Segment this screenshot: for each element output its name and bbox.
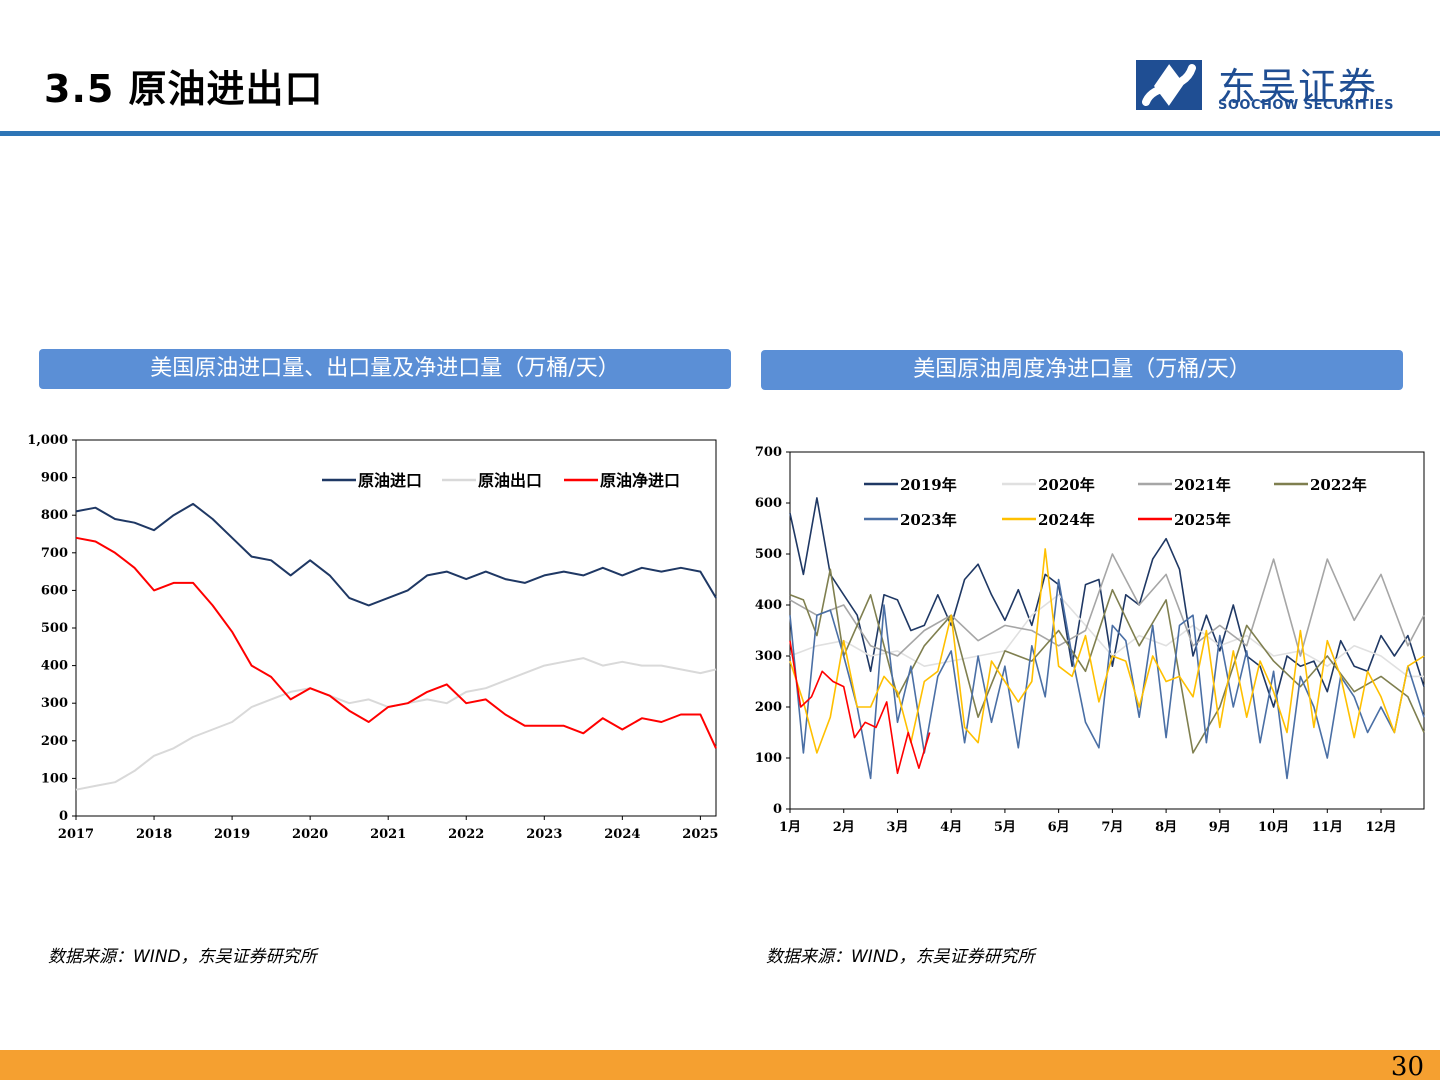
y-tick-label: 500 (755, 547, 782, 562)
series-line-3 (789, 568, 1425, 754)
x-tick-label: 6月 (1048, 820, 1070, 835)
x-tick-label: 8月 (1155, 820, 1177, 835)
chart2-title-bar: 美国原油周度净进口量（万桶/天） (761, 350, 1403, 390)
chart-imports-exports: 0 100 200 300 400 500 600 700 800 900 1,000 2017 201… (27, 433, 718, 842)
logo-text-en: SOOCHOW SECURITIES (1218, 98, 1394, 113)
y-tick-label: 0 (773, 802, 782, 817)
x-tick-label: 4月 (940, 820, 962, 835)
y-tick-label: 300 (755, 649, 782, 664)
x-tick-label: 7月 (1101, 820, 1123, 835)
y-tick-label: 200 (41, 734, 68, 749)
x-tick-label: 2022 (448, 827, 484, 842)
x-tick-label: 9月 (1209, 820, 1231, 835)
y-tick-label: 600 (41, 583, 68, 598)
legend-label: 原油净进口 (600, 471, 680, 490)
x-tick-label: 2月 (833, 820, 855, 835)
x-tick-label: 2019 (214, 827, 250, 842)
y-tick-label: 400 (41, 659, 68, 674)
chart1-source: 数据来源：WIND，东吴证券研究所 (48, 947, 317, 967)
x-tick-label: 1月 (779, 820, 801, 835)
x-tick-label: 2017 (58, 827, 94, 842)
series-line-0 (789, 497, 1425, 708)
x-tick-label: 3月 (886, 820, 908, 835)
legend-label: 2023年 (900, 511, 957, 529)
x-tick-label: 2023 (526, 827, 562, 842)
y-tick-label: 1,000 (27, 433, 68, 448)
legend-label: 2021年 (1174, 476, 1231, 494)
series-line-2 (75, 536, 717, 749)
y-tick-label: 400 (755, 598, 782, 613)
y-tick-label: 100 (41, 771, 68, 786)
x-tick-label: 11月 (1312, 820, 1343, 835)
x-tick-label: 12月 (1365, 820, 1396, 835)
y-tick-label: 700 (41, 546, 68, 561)
x-tick-label: 2020 (292, 827, 328, 842)
legend-label: 2024年 (1038, 511, 1095, 529)
y-tick-label: 100 (755, 751, 782, 766)
page-title: 3.5 原油进出口 (44, 67, 324, 111)
y-tick-label: 900 (41, 471, 68, 486)
x-tick-label: 2018 (136, 827, 172, 842)
series-line-0 (75, 502, 717, 607)
chart1-title-bar: 美国原油进口量、出口量及净进口量（万桶/天） (39, 349, 731, 389)
x-tick-label: 2024 (604, 827, 640, 842)
x-tick-label: 2021 (370, 827, 406, 842)
y-tick-label: 0 (59, 809, 68, 824)
y-tick-label: 200 (755, 700, 782, 715)
y-tick-label: 500 (41, 621, 68, 636)
soochow-logo-icon (1136, 60, 1202, 110)
series-line-6 (789, 640, 931, 775)
page-number: 30 (1390, 1052, 1424, 1082)
brand-logo: 东吴证券 SOOCHOW SECURITIES (1132, 56, 1402, 116)
x-tick-label: 2025 (682, 827, 718, 842)
chart-weekly-net-imports: 0 100 200 300 400 500 600 700 1月 2月 3月 4月 5月 6月 7月 8月 9月… (755, 445, 1425, 835)
x-tick-label: 10月 (1258, 820, 1289, 835)
plot-area (75, 439, 717, 817)
y-tick-label: 700 (755, 445, 782, 460)
chart2-source: 数据来源：WIND，东吴证券研究所 (766, 947, 1035, 967)
logo-text-cn: 东吴证券 (1218, 65, 1379, 109)
header-rule (0, 131, 1440, 136)
y-tick-label: 800 (41, 508, 68, 523)
legend-label: 原油出口 (478, 471, 542, 490)
x-tick-label: 5月 (994, 820, 1016, 835)
y-tick-label: 300 (41, 696, 68, 711)
series-line-2 (789, 553, 1425, 657)
series-line-5 (789, 548, 1425, 754)
y-tick-label: 600 (755, 496, 782, 511)
legend-label: 2025年 (1174, 511, 1231, 529)
legend-label: 2020年 (1038, 476, 1095, 494)
legend-label: 2019年 (900, 476, 957, 494)
legend-label: 原油进口 (358, 471, 422, 490)
footer-bar (0, 1050, 1440, 1080)
legend-label: 2022年 (1310, 476, 1367, 494)
